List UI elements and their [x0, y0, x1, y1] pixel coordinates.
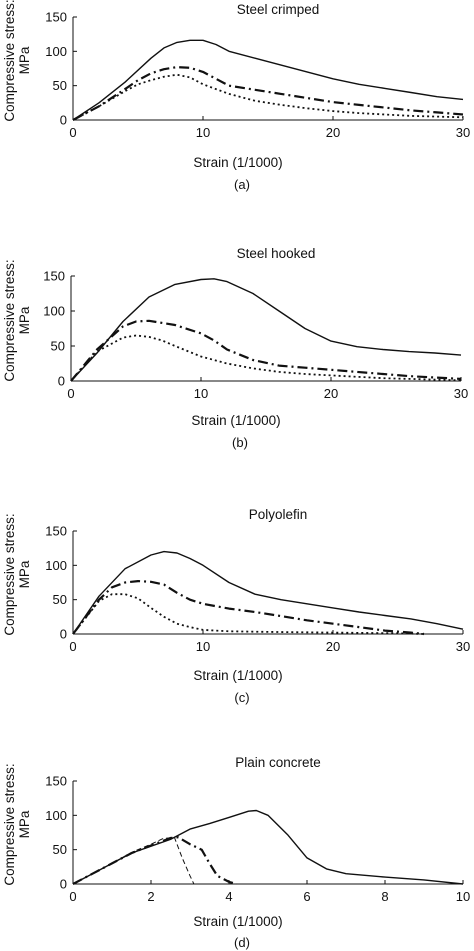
y-axis-label-line: Compressive stress:: [2, 513, 17, 635]
x-tick-label: 0: [69, 889, 76, 904]
panel-label: (d): [234, 935, 250, 950]
x-tick-label: 20: [326, 125, 340, 140]
y-tick-label: 0: [58, 374, 65, 389]
y-tick-label: 50: [53, 592, 67, 607]
y-axis-label: Compressive stress:MPa: [2, 513, 32, 635]
y-axis-label: Compressive stress:MPa: [2, 763, 32, 885]
chart-title: Polyolefin: [249, 507, 308, 522]
x-tick-label: 8: [381, 889, 388, 904]
x-tick-label: 0: [69, 125, 76, 140]
series-line-dashdot: [72, 579, 425, 636]
series-line-solid: [72, 809, 464, 885]
series-line-dotted: [72, 73, 464, 121]
x-tick-label: 2: [147, 889, 154, 904]
x-tick-label: 0: [67, 386, 74, 401]
y-tick-label: 100: [45, 558, 67, 573]
y-axis-label-line: Compressive stress:: [2, 763, 17, 885]
y-axis-label-line: MPa: [17, 46, 32, 74]
y-tick-label: 50: [53, 78, 67, 93]
y-tick-label: 150: [45, 524, 67, 539]
y-tick-label: 150: [45, 10, 67, 25]
x-tick-label: 20: [324, 386, 338, 401]
series-line-dashed: [72, 836, 195, 885]
chart-title: Steel crimped: [237, 2, 320, 17]
y-axis-label-line: Compressive stress:: [2, 259, 17, 381]
y-tick-label: 50: [51, 339, 65, 354]
y-axis-label-line: MPa: [17, 810, 32, 838]
panel-label: (a): [234, 177, 250, 192]
x-tick-label: 30: [456, 125, 470, 140]
x-axis-label: Strain (1/1000): [193, 155, 282, 170]
y-tick-label: 100: [45, 808, 67, 823]
chart-panel-2: Steel hooked 0 10 20 30 0 50 100 150 Compressive …: [2, 246, 468, 450]
x-tick-label: 30: [456, 639, 470, 654]
chart-panel-3: Polyolefin 0 10 20 30 0 50 100 150 Compressive st…: [2, 507, 470, 705]
y-tick-label: 150: [43, 269, 65, 284]
x-axis-label: Strain (1/1000): [193, 914, 282, 929]
x-tick-label: 10: [456, 889, 470, 904]
panel-label: (b): [232, 435, 248, 450]
x-tick-label: 6: [303, 889, 310, 904]
series-line-dashdot: [72, 65, 464, 121]
x-tick-label: 30: [454, 386, 468, 401]
y-axis-label-line: MPa: [17, 306, 32, 334]
y-axis-label: Compressive stress:MPa: [2, 259, 32, 381]
y-tick-label: 100: [45, 44, 67, 59]
series-line-solid: [72, 550, 464, 635]
y-axis-label-line: Compressive stress:: [2, 0, 17, 122]
y-tick-label: 0: [60, 627, 67, 642]
x-tick-label: 0: [69, 639, 76, 654]
x-tick-label: 10: [196, 639, 210, 654]
series-line-dashdot: [70, 319, 462, 382]
series-line-dotted: [70, 334, 462, 382]
chart-title: Plain concrete: [235, 755, 321, 770]
y-tick-label: 150: [45, 774, 67, 789]
y-tick-label: 0: [60, 113, 67, 128]
x-axis-label: Strain (1/1000): [191, 413, 280, 428]
x-tick-label: 10: [196, 125, 210, 140]
x-tick-label: 4: [225, 889, 232, 904]
chart-panel-1: Steel crimped 0 10 20 30 0 50 100 150 Compressive…: [2, 0, 470, 192]
series-line-dotted: [72, 593, 425, 635]
y-tick-label: 100: [43, 304, 65, 319]
panel-label: (c): [234, 690, 249, 705]
series-line-solid: [70, 278, 462, 382]
y-tick-label: 50: [53, 842, 67, 857]
y-tick-label: 0: [60, 877, 67, 892]
x-tick-label: 10: [194, 386, 208, 401]
x-axis-label: Strain (1/1000): [193, 668, 282, 683]
x-tick-label: 20: [326, 639, 340, 654]
y-axis-label: Compressive stress:MPa: [2, 0, 32, 122]
chart-title: Steel hooked: [237, 246, 316, 261]
series-line-solid: [72, 39, 464, 121]
y-axis-label-line: MPa: [17, 560, 32, 588]
